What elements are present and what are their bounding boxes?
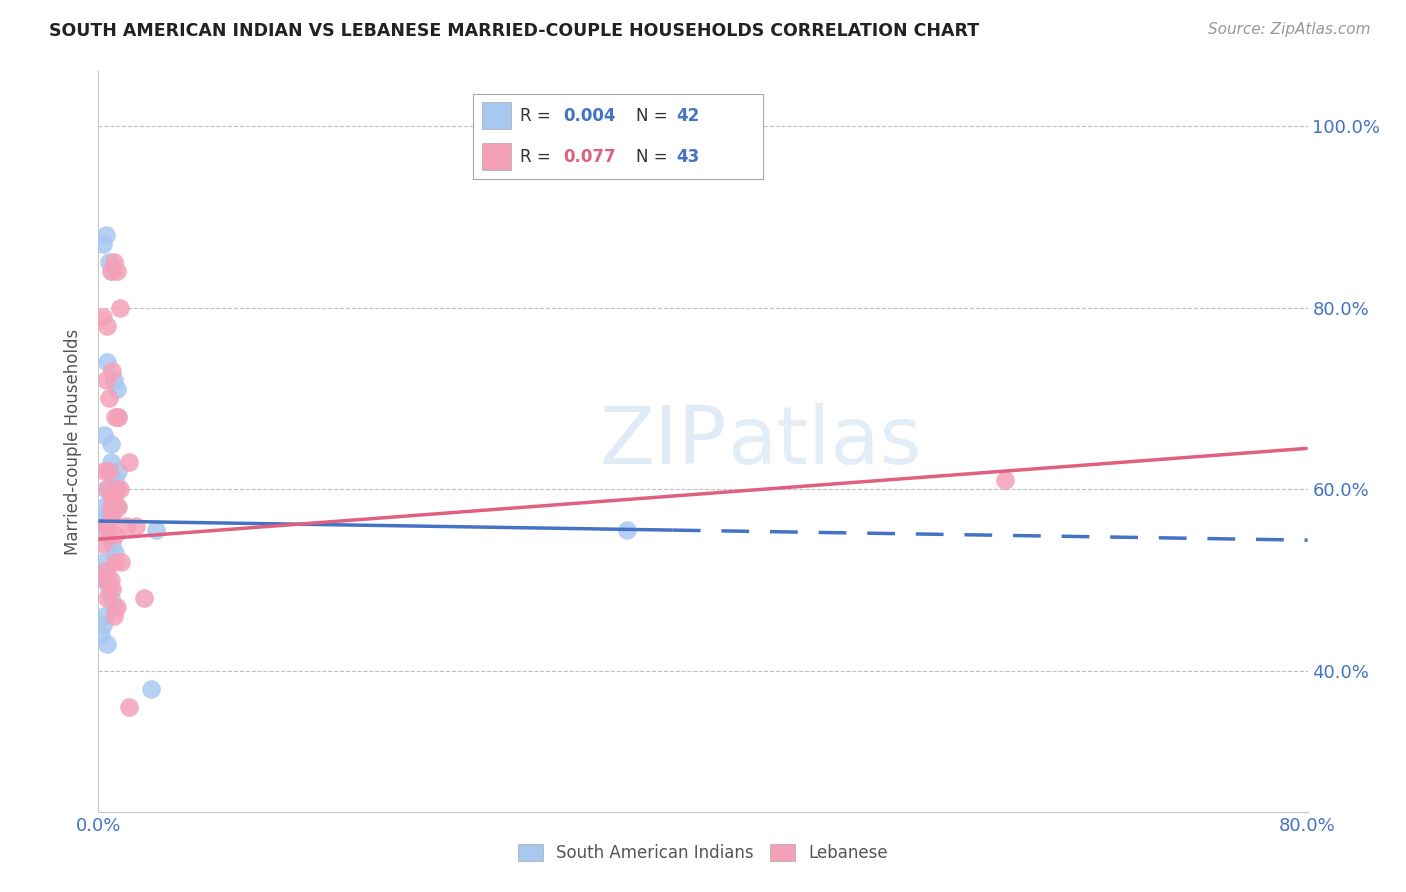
Point — [100, 573, 122, 587]
Point — [103, 255, 125, 269]
Point — [103, 600, 125, 615]
Point — [118, 455, 141, 469]
Point — [93, 573, 115, 587]
Point — [104, 546, 127, 560]
Point — [93, 427, 115, 442]
Point — [108, 301, 131, 315]
Point — [110, 555, 132, 569]
Point — [994, 473, 1017, 487]
Point — [101, 537, 124, 551]
Point — [104, 473, 127, 487]
Point — [103, 373, 125, 387]
Point — [98, 392, 121, 406]
Point — [101, 582, 124, 596]
Point — [107, 409, 129, 424]
Point — [100, 491, 122, 506]
Point — [103, 609, 125, 624]
Point — [616, 523, 638, 537]
Point — [96, 509, 118, 524]
Point — [100, 509, 122, 524]
Point — [103, 482, 125, 496]
Point — [105, 500, 128, 515]
Point — [96, 591, 118, 606]
Point — [98, 582, 121, 596]
Point — [94, 373, 117, 387]
Point — [91, 618, 114, 632]
Text: SOUTH AMERICAN INDIAN VS LEBANESE MARRIED-COUPLE HOUSEHOLDS CORRELATION CHART: SOUTH AMERICAN INDIAN VS LEBANESE MARRIE… — [49, 22, 980, 40]
Point — [105, 482, 128, 496]
Point — [107, 409, 129, 424]
Point — [94, 518, 117, 533]
Point — [91, 500, 114, 515]
Point — [94, 564, 117, 578]
Point — [93, 564, 115, 578]
Point — [93, 609, 115, 624]
Point — [93, 518, 115, 533]
Point — [96, 518, 118, 533]
Point — [94, 482, 117, 496]
Point — [104, 527, 127, 541]
Point — [94, 573, 117, 587]
Point — [100, 437, 122, 451]
Point — [94, 527, 117, 541]
Point — [91, 310, 114, 324]
Point — [107, 464, 129, 478]
Point — [96, 637, 118, 651]
Point — [94, 227, 117, 242]
Point — [100, 264, 122, 278]
Point — [125, 518, 148, 533]
Point — [96, 318, 118, 333]
Point — [104, 555, 127, 569]
Point — [105, 382, 128, 396]
Point — [101, 364, 124, 378]
Point — [101, 482, 124, 496]
Point — [104, 409, 127, 424]
Point — [103, 500, 125, 515]
Point — [91, 555, 114, 569]
Point — [90, 627, 112, 641]
Point — [100, 591, 122, 606]
Point — [103, 491, 125, 506]
Point — [96, 482, 118, 496]
Point — [91, 236, 114, 251]
Point — [108, 482, 131, 496]
Legend: South American Indians, Lebanese: South American Indians, Lebanese — [509, 835, 897, 870]
Point — [118, 700, 141, 714]
Point — [107, 500, 129, 515]
Point — [132, 591, 155, 606]
Point — [101, 491, 124, 506]
Point — [93, 464, 115, 478]
Text: Source: ZipAtlas.com: Source: ZipAtlas.com — [1208, 22, 1371, 37]
Point — [100, 500, 122, 515]
Point — [101, 509, 124, 524]
Point — [114, 518, 136, 533]
Text: ZIP: ZIP — [600, 402, 727, 481]
Point — [91, 537, 114, 551]
Point — [105, 264, 128, 278]
Point — [98, 509, 121, 524]
Y-axis label: Married-couple Households: Married-couple Households — [65, 328, 83, 555]
Point — [96, 509, 118, 524]
Point — [98, 464, 121, 478]
Point — [101, 264, 124, 278]
Point — [98, 255, 121, 269]
Point — [96, 355, 118, 369]
Point — [98, 527, 121, 541]
Point — [105, 600, 128, 615]
Point — [98, 464, 121, 478]
Text: atlas: atlas — [727, 402, 921, 481]
Point — [96, 518, 118, 533]
Point — [145, 523, 167, 537]
Point — [96, 573, 118, 587]
Point — [100, 455, 122, 469]
Point — [141, 682, 163, 697]
